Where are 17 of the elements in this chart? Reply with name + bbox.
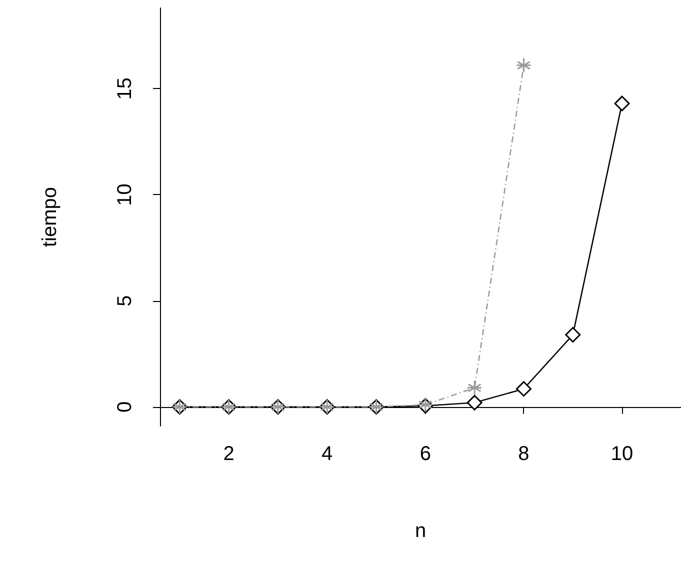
point (565, 327, 581, 343)
point (516, 58, 532, 74)
point (466, 394, 482, 410)
x-tick-label: 6 (420, 443, 431, 465)
x-tick-label: 2 (223, 443, 234, 465)
y-axis-title: tiempo (39, 186, 61, 248)
point (614, 96, 630, 112)
y-tick-label: 15 (114, 78, 136, 100)
x-tick-label: 8 (518, 443, 530, 465)
point (466, 380, 482, 396)
y-tick-label: 10 (114, 184, 136, 206)
y-tick-label: 0 (114, 401, 136, 412)
x-tick-label: 4 (322, 443, 333, 465)
point (516, 381, 532, 397)
y-tick-label: 5 (114, 295, 136, 306)
x-tick-label: 10 (610, 443, 634, 465)
x-axis-title: n (414, 520, 426, 542)
